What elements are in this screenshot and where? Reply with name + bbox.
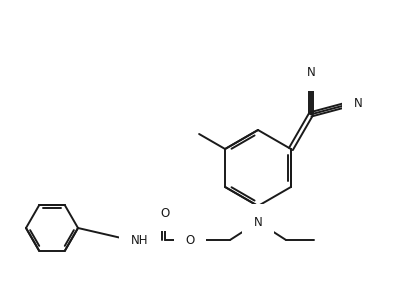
Text: O: O bbox=[160, 206, 170, 220]
Text: N: N bbox=[307, 66, 315, 79]
Text: N: N bbox=[254, 216, 262, 229]
Text: NH: NH bbox=[131, 233, 149, 246]
Text: N: N bbox=[354, 97, 363, 110]
Text: O: O bbox=[185, 233, 195, 246]
